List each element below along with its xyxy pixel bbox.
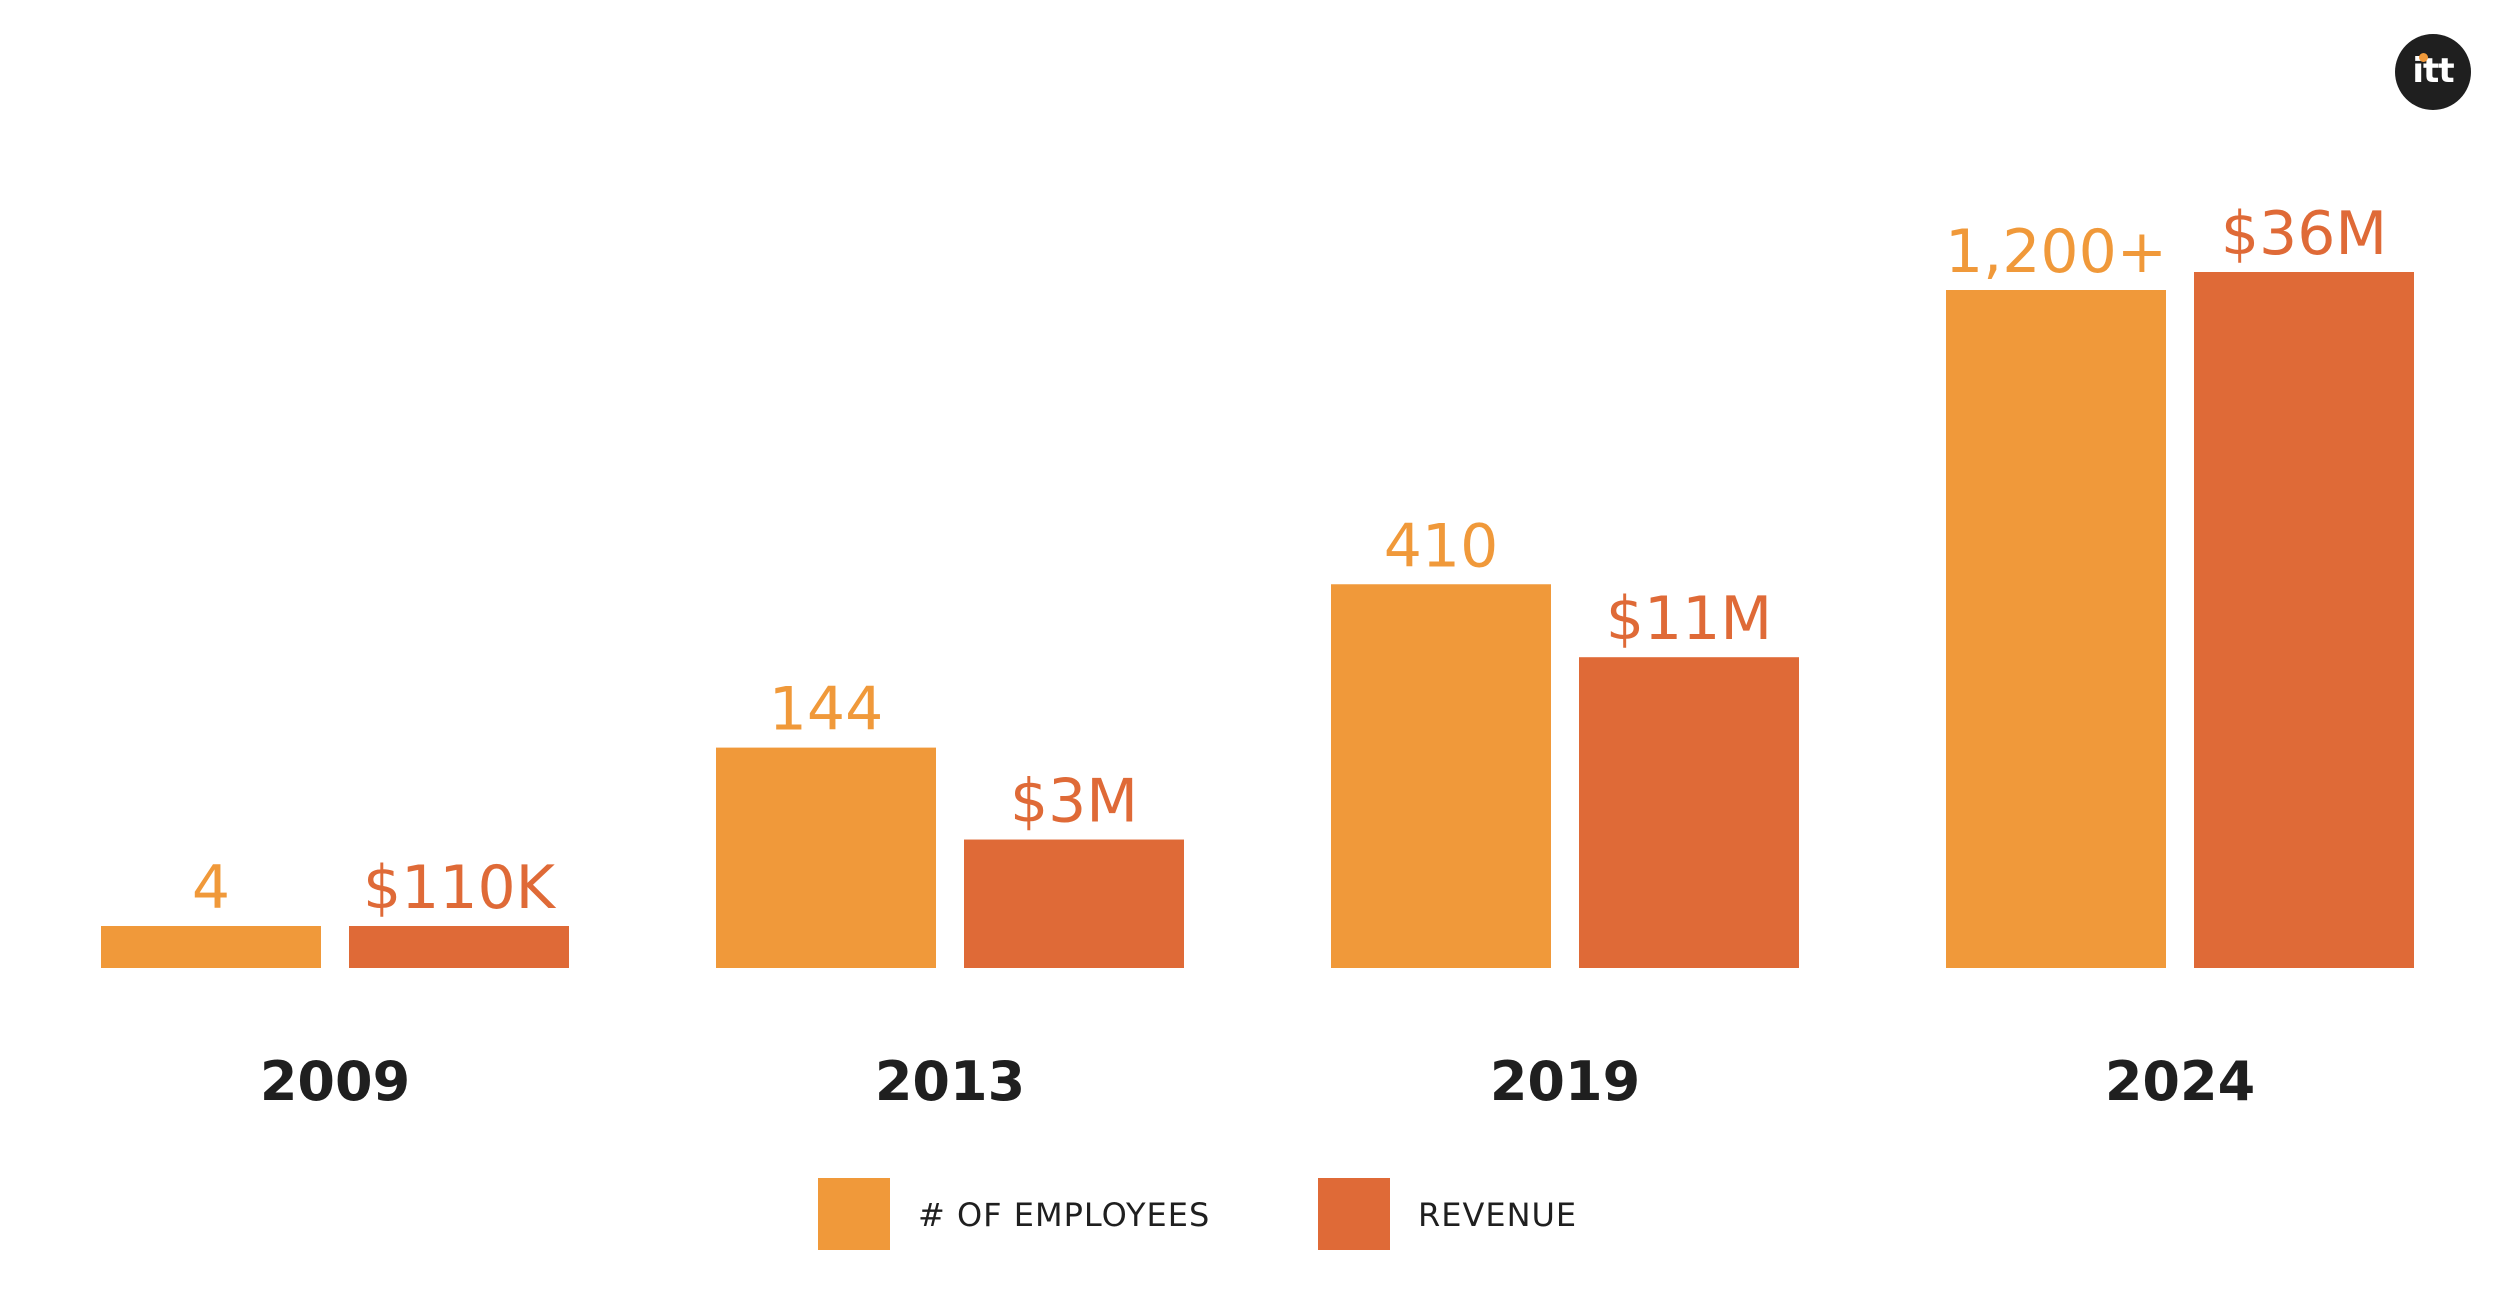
logo-dot-icon [2419, 53, 2428, 62]
category-label-2013: 2013 [875, 1050, 1025, 1113]
category-label-2019: 2019 [1490, 1050, 1640, 1113]
bar-group-2024: 1,200+ $36M 2024 [1945, 199, 2414, 1113]
legend-swatch-employees [818, 1178, 890, 1250]
bar-group-2013: 144 $3M 2013 [716, 675, 1184, 1113]
category-label-2009: 2009 [260, 1050, 410, 1113]
category-label-2024: 2024 [2105, 1050, 2255, 1113]
bar-group-2019: 410 $11M 2019 [1331, 511, 1799, 1113]
value-label-revenue-2013: $3M [1010, 767, 1138, 837]
bar-revenue-2019 [1579, 657, 1799, 968]
logo-text: itt [2412, 51, 2454, 91]
value-label-employees-2009: 4 [192, 853, 230, 923]
itt-logo: itt [2395, 34, 2471, 110]
bar-employees-2009 [101, 926, 321, 968]
chart-legend: # OF EMPLOYEES REVENUE [0, 1178, 2500, 1250]
legend-label-employees: # OF EMPLOYEES [918, 1196, 1211, 1234]
legend-label-revenue: REVENUE [1418, 1196, 1578, 1234]
bar-employees-2024 [1946, 290, 2166, 968]
bar-revenue-2009 [349, 926, 569, 968]
value-label-employees-2024: 1,200+ [1945, 217, 2167, 287]
value-label-revenue-2024: $36M [2221, 199, 2387, 269]
bar-revenue-2024 [2194, 272, 2414, 968]
bar-employees-2019 [1331, 584, 1551, 968]
legend-swatch-revenue [1318, 1178, 1390, 1250]
bar-group-2009: 4 $110K 2009 [101, 853, 569, 1113]
bar-employees-2013 [716, 747, 936, 968]
bar-revenue-2013 [964, 839, 1184, 968]
value-label-employees-2019: 410 [1384, 511, 1499, 581]
value-label-employees-2013: 144 [769, 675, 884, 745]
value-label-revenue-2009: $110K [363, 853, 557, 923]
value-label-revenue-2019: $11M [1606, 584, 1772, 654]
